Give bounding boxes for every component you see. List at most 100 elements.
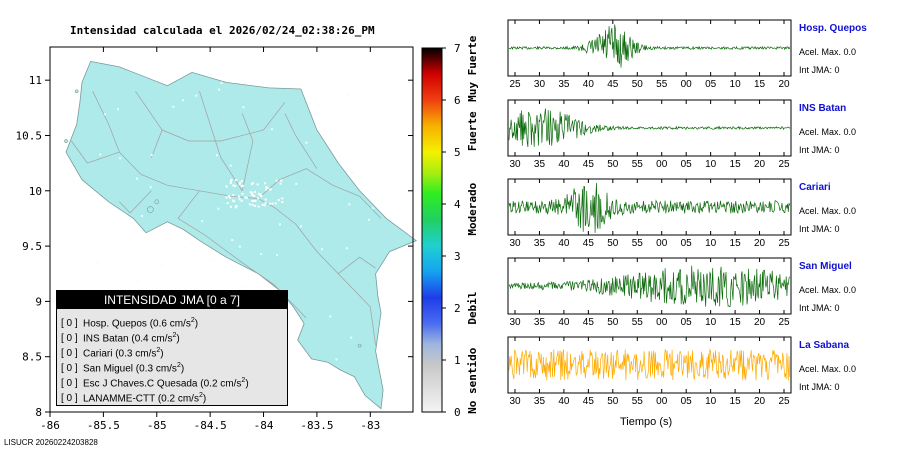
legend-unit-exponent: 2 [198,392,203,399]
town-marker [270,128,273,131]
town-marker [251,194,254,197]
time-tick-label: 00 [656,396,668,407]
town-marker [119,157,122,160]
town-marker [235,205,238,208]
time-tick-label: 10 [705,317,717,328]
town-marker [99,153,102,156]
y-tick-label: 10 [29,185,42,198]
legend-station: Hosp. Quepos (0.6 cm/s [83,318,191,330]
town-marker [195,94,198,97]
time-tick-label: 05 [681,238,693,249]
time-tick-label: 50 [607,159,619,170]
station-acel-max: Acel. Max. 0.0 [799,285,857,295]
town-marker [266,187,269,190]
time-tick-label: 00 [656,159,668,170]
waveform-trace [508,108,791,148]
time-tick-label: 40 [583,79,595,90]
station-int-jma: Int JMA: 0 [799,303,840,313]
station-name: San Miguel [799,261,852,272]
legend-row: [ 0 ] Esc J Chaves.C Quesada (0.2 cm/s2) [61,375,249,390]
time-tick-label: 50 [632,79,644,90]
legend-intensity: [ 0 ] [61,378,78,390]
legend-station: INS Batan (0.4 cm/s [83,333,173,345]
town-marker [239,181,242,184]
waveform-panel: 25 30 35 40 45 50 55 00 05 10 15 20 [507,19,792,90]
town-marker [229,205,232,208]
town-marker [260,253,263,256]
town-marker [249,191,252,194]
time-tick-label: 55 [632,396,644,407]
island [357,343,362,348]
town-marker [238,245,241,248]
legend-intensity: [ 0 ] [61,393,78,405]
time-tick-label: 20 [754,159,766,170]
town-marker [261,203,264,206]
time-tick-label: 05 [681,159,693,170]
legend-unit-exponent: 2 [241,377,246,384]
time-tick-label: 55 [632,317,644,328]
legend-row: [ 0 ] Cariari (0.3 cm/s2) [61,345,164,360]
legend-close: ) [160,348,164,360]
road [92,91,259,199]
legend-intensity: [ 0 ] [61,333,78,345]
time-tick-label: 20 [754,396,766,407]
town-marker [237,195,240,198]
town-marker [231,199,234,202]
road [161,102,286,142]
time-tick-label: 15 [754,79,766,90]
town-marker [254,204,257,207]
town-marker [250,192,253,195]
footer-id: LISUCR 20260224203828 [4,438,98,447]
colorbar-tick-label: 7 [454,42,461,55]
legend-intensity: [ 0 ] [61,348,78,360]
time-tick-label: 25 [778,396,790,407]
time-tick-label: 15 [730,317,742,328]
time-tick-label: 10 [705,238,717,249]
town-marker [259,193,262,196]
time-tick-label: 55 [632,159,644,170]
colorbar-tick-label: 5 [454,146,461,159]
legend-row: [ 0 ] San Miguel (0.3 cm/s2) [61,360,184,375]
town-marker [320,248,323,251]
town-marker [220,81,223,84]
x-axis-label: Tiempo (s) [620,416,673,428]
town-marker [256,183,259,186]
town-marker [217,207,220,210]
town-marker [241,192,244,195]
town-marker [136,279,139,282]
town-marker [229,180,232,183]
town-marker [182,99,185,102]
town-marker [234,206,237,209]
road [284,113,318,169]
legend-unit-exponent: 2 [172,332,177,339]
town-marker [305,141,308,144]
town-marker [281,201,284,204]
town-marker [136,177,139,180]
colorbar-tick-label: 4 [454,198,461,211]
town-marker [242,106,245,109]
town-marker [260,195,263,198]
y-tick-label: 8 [35,406,42,419]
station-name: La Sabana [799,340,850,351]
station-name: INS Batan [799,103,847,114]
town-marker [280,179,283,182]
town-marker [243,82,246,85]
time-tick-label: 55 [656,79,668,90]
town-marker [91,254,94,257]
town-marker [268,202,271,205]
town-marker [329,315,332,318]
x-tick-label: -85 [147,419,167,432]
x-tick-label: -84 [254,419,274,432]
town-marker [245,196,248,199]
town-marker [234,185,237,188]
town-marker [225,185,228,188]
town-marker [232,194,235,197]
town-marker [346,94,349,97]
time-tick-label: 20 [778,79,790,90]
town-marker [281,197,284,200]
time-tick-label: 45 [607,79,619,90]
town-marker [251,199,254,202]
town-marker [240,179,243,182]
legend-station: San Miguel (0.3 cm/s [83,363,177,375]
town-marker [231,239,234,242]
